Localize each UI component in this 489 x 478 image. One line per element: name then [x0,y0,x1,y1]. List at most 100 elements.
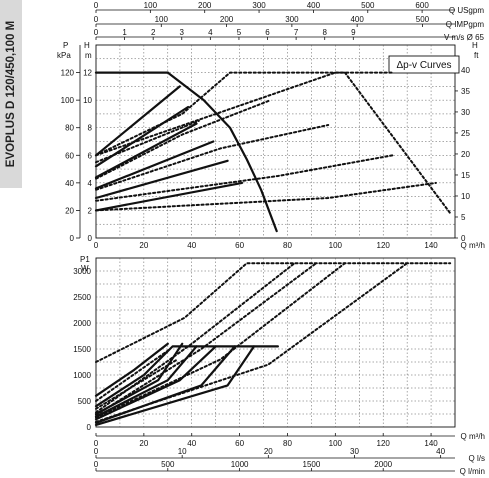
lower-dotted-curve-6 [95,348,172,402]
velocity-scale-tick-label: 9 [351,28,356,37]
lower-plot-frame [95,257,456,428]
upper-solid-curve-2 [94,85,181,157]
head-ft-tick-label: 25 [461,129,470,138]
lower-x-tick-label: 20 [139,439,148,448]
kpa-tick-label: 100 [61,96,75,105]
upper-x-tick-label: 60 [235,241,244,250]
upper-solid-curve-4 [94,122,198,179]
head-ft-tick-label: 35 [461,87,470,96]
kpa-axis-units: kPa [57,51,71,60]
lmin-tick-label: 500 [161,460,175,469]
lower-solid-curve-1 [94,342,169,397]
model-label-tab: EVOPLUS D 120/450,100 M [0,0,22,188]
lower-x-tick-label: 60 [235,439,244,448]
kpa-tick-label: 120 [61,69,75,78]
upper-x-tick-label: 20 [139,241,148,250]
head-ft-tick-label: 15 [461,171,470,180]
upper-dotted-curve-4 [95,99,272,180]
power-axis-title: P1 [80,255,90,264]
lower-x-tick-label: 80 [283,439,292,448]
ls-tick-label: 20 [264,447,273,456]
lower-solid-curve-5 [94,345,217,421]
head-m-tick-label: 12 [83,69,92,78]
velocity-scale-tick-label: 6 [265,28,270,37]
usgpm-scale-label: Q USgpm [449,6,484,15]
head-m-axis-title: H [84,41,90,50]
kpa-tick-label: 80 [65,124,74,133]
usgpm-scale-tick-label: 100 [144,1,158,10]
lower-dotted-curve-1 [95,262,452,363]
lmin-tick-label: 1500 [303,460,321,469]
impgpm-scale-tick-label: 300 [285,15,299,24]
head-m-tick-label: 0 [88,234,93,243]
lower-solid-curve-4 [94,345,198,418]
lower-solid-curve-6 [94,345,236,424]
velocity-scale-tick-label: 7 [294,28,299,37]
ls-tick-label: 40 [436,447,445,456]
head-ft-tick-label: 40 [461,66,470,75]
power-tick-label: 0 [87,423,92,432]
power-tick-label: 1500 [73,345,91,354]
ls-tick-label: 0 [94,447,99,456]
lower-dotted-curve-3 [95,262,318,416]
lower-x-tick-label: 140 [424,439,438,448]
velocity-scale-tick-label: 0 [94,28,99,37]
upper-x-axis-label: Q m³/h [461,241,485,250]
lower-solid-curve-2 [94,345,279,408]
power-tick-label: 2000 [73,319,91,328]
lower-x-axis-label: Q m³/h [461,432,485,441]
usgpm-scale-tick-label: 300 [252,1,266,10]
lmin-tick-label: 0 [94,460,99,469]
velocity-scale-tick-label: 8 [322,28,327,37]
head-ft-tick-label: 10 [461,192,470,201]
lower-dotted-curve-2 [95,262,296,414]
impgpm-scale-label: Q IMPgpm [446,20,485,29]
lower-solid-curve-7 [94,345,256,426]
velocity-scale-tick-label: 4 [208,28,213,37]
upper-x-tick-label: 140 [424,241,438,250]
lower-x-tick-label: 120 [377,439,391,448]
head-m-tick-label: 2 [88,206,93,215]
head-ft-tick-label: 30 [461,108,470,117]
lower-x-tick-label: 0 [94,439,99,448]
impgpm-scale-tick-label: 200 [220,15,234,24]
power-tick-label: 3000 [73,267,91,276]
lmin-tick-label: 2000 [374,460,392,469]
ls-axis-label: Q l/s [469,454,485,463]
head-ft-axis-units: ft [474,51,479,60]
power-tick-label: 1000 [73,371,91,380]
kpa-axis-title: P [63,41,68,50]
kpa-tick-label: 20 [65,206,74,215]
upper-dotted-curve-5 [95,124,330,191]
lower-dotted-curve-4 [95,262,346,419]
impgpm-scale-tick-label: 100 [155,15,169,24]
upper-solid-curve-3 [94,105,190,168]
kpa-tick-label: 0 [70,234,75,243]
upper-dotted-curve-2 [95,71,452,215]
upper-dotted-curve-6 [95,154,394,202]
upper-x-tick-label: 80 [283,241,292,250]
kpa-tick-label: 60 [65,151,74,160]
ls-tick-label: 10 [178,447,187,456]
velocity-scale-tick-label: 5 [237,28,242,37]
usgpm-scale-tick-label: 200 [198,1,212,10]
head-ft-tick-label: 5 [461,213,466,222]
lower-x-tick-label: 40 [187,439,196,448]
usgpm-scale-tick-label: 500 [361,1,375,10]
lower-solid-curve-3 [94,342,184,416]
upper-solid-curve-8 [166,71,278,233]
usgpm-scale-tick-label: 400 [307,1,321,10]
kpa-tick-label: 40 [65,179,74,188]
upper-x-tick-label: 40 [187,241,196,250]
power-tick-label: 2500 [73,293,91,302]
lower-dotted-curve-7 [95,358,179,410]
head-ft-tick-label: 20 [461,150,470,159]
ls-tick-label: 30 [350,447,359,456]
dp-v-curves-label: Δp-v Curves [396,60,451,71]
upper-solid-curve-5 [94,140,215,190]
velocity-scale-label: V m/s Ø 65 [444,33,485,42]
lmin-axis-label: Q l/min [460,467,485,476]
velocity-scale-tick-label: 1 [122,28,127,37]
head-m-axis-units: m [85,51,92,60]
